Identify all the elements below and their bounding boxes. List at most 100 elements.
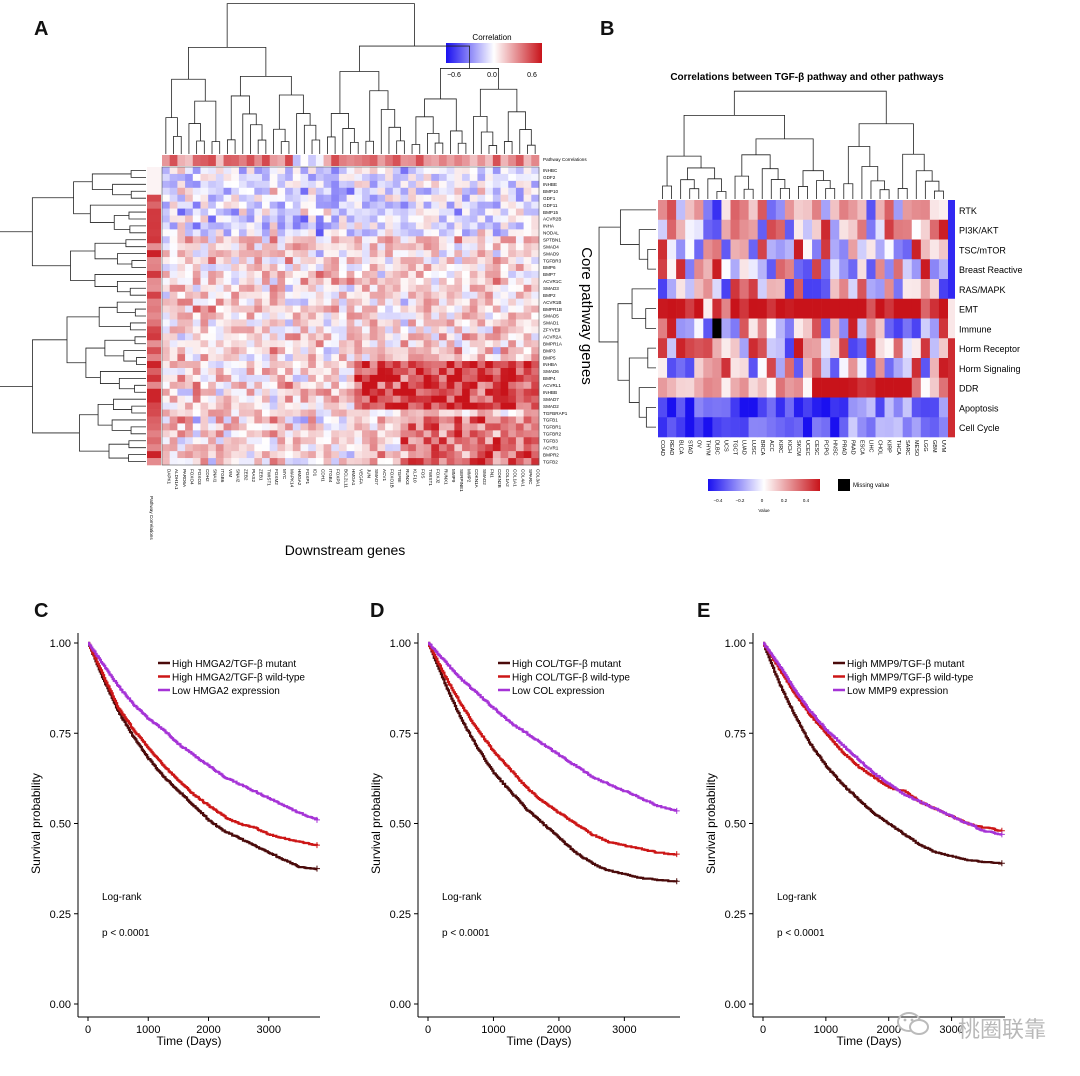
heatmap-a-cell <box>462 402 471 410</box>
heatmap-a-cell <box>215 451 224 459</box>
heatmap-a-cell <box>400 451 409 459</box>
heatmap-a-cell <box>508 180 517 189</box>
heatmap-a-cell <box>431 395 440 403</box>
heatmap-a-cell <box>400 270 409 279</box>
heatmap-a-cell <box>377 354 386 362</box>
heatmap-a-cell <box>246 319 255 327</box>
heatmap-b-cell <box>848 219 858 240</box>
heatmap-a-cell <box>246 381 255 390</box>
heatmap-a-cell <box>223 437 232 445</box>
column-gene-label: PIAS2 <box>251 469 256 482</box>
heatmap-a-cell <box>477 423 486 431</box>
heatmap-a-cell <box>477 395 486 403</box>
heatmap-a-cell <box>454 173 463 182</box>
panel-letter-a: A <box>34 18 49 40</box>
heatmap-a-cell <box>208 201 217 209</box>
heatmap-a-cell <box>331 208 340 216</box>
heatmap-b-cell <box>703 377 713 398</box>
heatmap-a-cell <box>200 340 209 348</box>
heatmap-b-cell <box>694 200 704 221</box>
heatmap-a-cell <box>492 167 501 175</box>
heatmap-a-cell <box>192 395 201 403</box>
column-gene-label: ITGB6 <box>220 469 225 483</box>
heatmap-a-cell <box>446 194 455 202</box>
heatmap-a-cell <box>454 229 463 237</box>
heatmap-a-cell <box>262 312 271 320</box>
heatmap-a-cell <box>369 367 378 376</box>
heatmap-a-cell <box>315 347 324 355</box>
heatmap-b-cell <box>920 318 931 339</box>
column-gene-label: SMAD7 <box>374 469 379 485</box>
heatmap-a-cell <box>200 326 209 334</box>
heatmap-a-cell <box>269 395 278 403</box>
heatmap-a-cell <box>323 381 332 390</box>
heatmap-b-cell <box>803 259 813 280</box>
heatmap-a-cell <box>469 388 478 396</box>
cancer-label: KIRC <box>777 440 783 453</box>
heatmap-b-cell <box>730 279 740 300</box>
column-gene-label: FOXP3 <box>336 469 341 485</box>
heatmap-a-cell <box>492 361 501 369</box>
heatmap-a-cell <box>385 347 394 355</box>
heatmap-a-cell <box>308 312 317 320</box>
heatmap-b-cell <box>694 279 704 300</box>
heatmap-a-cell <box>392 416 401 424</box>
heatmap-a-cell <box>269 423 278 431</box>
heatmap-a-cell <box>315 402 324 410</box>
heatmap-a-cell <box>400 284 409 293</box>
row-annotation-cell <box>147 257 161 265</box>
heatmap-a-cell <box>523 229 532 237</box>
heatmap-a-cell <box>500 264 509 272</box>
heatmap-a-cell <box>500 229 509 237</box>
heatmap-b-cell <box>667 219 677 240</box>
heatmap-a-cell <box>331 215 340 223</box>
heatmap-a-cell <box>238 451 247 459</box>
heatmap-a-cell <box>254 451 263 459</box>
heatmap-a-cell <box>254 201 263 209</box>
heatmap-a-cell <box>354 340 363 348</box>
heatmap-a-cell <box>331 381 340 390</box>
heatmap-a-cell <box>192 201 201 209</box>
cancer-label: CHOL <box>877 440 883 455</box>
heatmap-a-cell <box>531 277 540 286</box>
heatmap-a-cell <box>377 270 386 279</box>
heatmap-a-cell <box>469 458 478 466</box>
heatmap-a-cell <box>254 180 263 189</box>
heatmap-a-cell <box>446 222 455 230</box>
heatmap-a-cell <box>200 250 209 258</box>
heatmap-a-cell <box>523 381 532 390</box>
heatmap-a-cell <box>323 354 332 362</box>
heatmap-b-cell <box>839 259 849 280</box>
heatmap-a-cell <box>162 326 170 334</box>
heatmap-a-cell <box>500 444 509 452</box>
heatmap-a-cell <box>292 215 301 223</box>
heatmap-a-cell <box>415 201 424 209</box>
heatmap-a-cell <box>469 215 478 223</box>
heatmap-a-cell <box>285 347 294 355</box>
heatmap-a-cell <box>362 264 371 272</box>
heatmap-a-cell <box>462 326 471 334</box>
heatmap-a-cell <box>446 187 455 196</box>
heatmap-a-cell <box>492 451 501 459</box>
heatmap-a-cell <box>277 250 286 258</box>
heatmap-b-cell <box>884 259 894 280</box>
heatmap-a-cell <box>531 305 540 313</box>
heatmap-a-cell <box>415 367 424 376</box>
heatmap-a-cell <box>415 423 424 431</box>
heatmap-a-cell <box>277 201 286 209</box>
heatmap-a-cell <box>200 312 209 320</box>
heatmap-b-cell <box>721 239 731 260</box>
heatmap-a-cell <box>192 437 201 445</box>
heatmap-a-cell <box>254 298 263 306</box>
heatmap-a-cell <box>469 409 478 417</box>
heatmap-a-cell <box>508 298 517 306</box>
heatmap-b-cell <box>857 298 867 319</box>
heatmap-a-cell <box>346 395 355 403</box>
heatmap-a-cell <box>477 250 486 258</box>
heatmap-a-cell <box>454 423 463 431</box>
dendrogram-branch <box>94 274 146 287</box>
heatmap-a-cell <box>415 451 424 459</box>
dendrogram-branch <box>112 183 146 196</box>
heatmap-a-cell <box>338 291 347 299</box>
heatmap-a-cell <box>192 243 201 251</box>
